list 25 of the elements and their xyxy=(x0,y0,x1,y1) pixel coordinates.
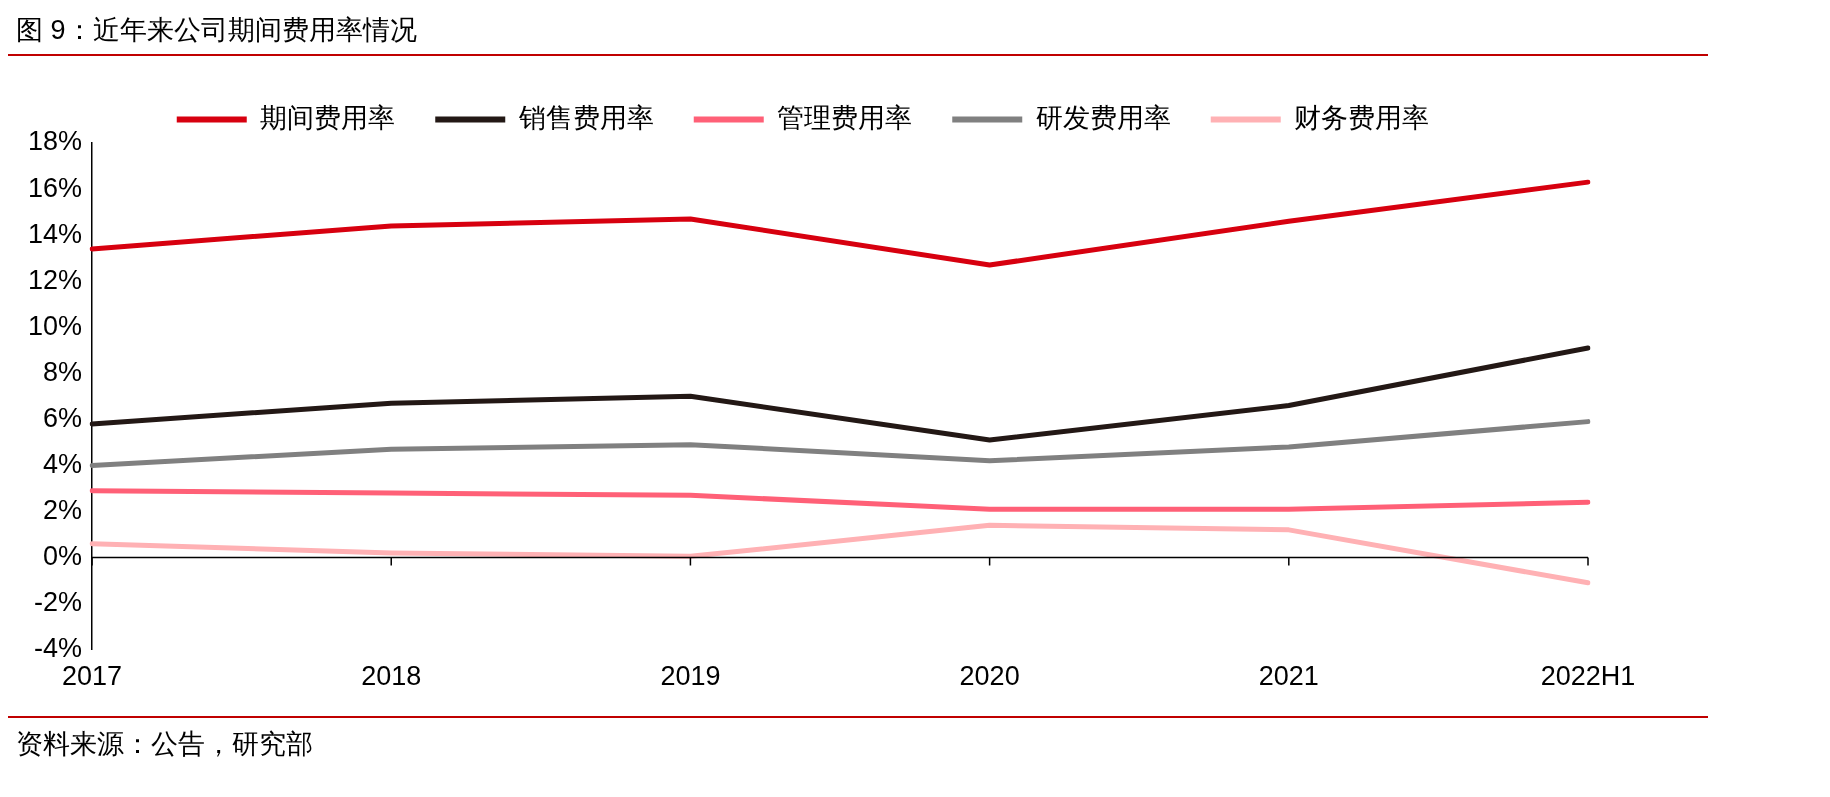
x-tick-label: 2020 xyxy=(959,661,1020,692)
y-tick-label: 8% xyxy=(43,356,83,387)
x-tick-label: 2018 xyxy=(361,661,422,692)
x-tick-label: 2017 xyxy=(62,661,123,692)
chart-title: 图 9：近年来公司期间费用率情况 xyxy=(8,8,1708,56)
y-tick-label: 4% xyxy=(43,448,83,479)
x-tick-label: 2021 xyxy=(1258,661,1319,692)
y-tick-label: 10% xyxy=(27,310,83,341)
y-tick-label: 14% xyxy=(27,218,83,249)
x-tick-label: 2022H1 xyxy=(1540,661,1636,692)
y-tick-label: -4% xyxy=(34,633,83,664)
y-tick-label: -2% xyxy=(34,587,83,617)
y-tick-label: 12% xyxy=(27,264,83,295)
y-tick-label: 18% xyxy=(27,126,83,157)
y-tick-label: 0% xyxy=(43,540,83,571)
y-tick-label: 16% xyxy=(27,172,83,203)
y-tick-label: 2% xyxy=(43,494,83,525)
legend-label: 研发费用率 xyxy=(1035,102,1171,133)
y-tick-label: 6% xyxy=(43,402,83,433)
x-tick-label: 2019 xyxy=(660,661,721,692)
legend-label: 期间费用率 xyxy=(260,102,396,133)
legend-label: 管理费用率 xyxy=(777,102,913,133)
legend-label: 财务费用率 xyxy=(1294,102,1430,133)
legend-label: 销售费用率 xyxy=(517,102,654,133)
text: 资料来源：公告，研究部 xyxy=(16,728,314,761)
